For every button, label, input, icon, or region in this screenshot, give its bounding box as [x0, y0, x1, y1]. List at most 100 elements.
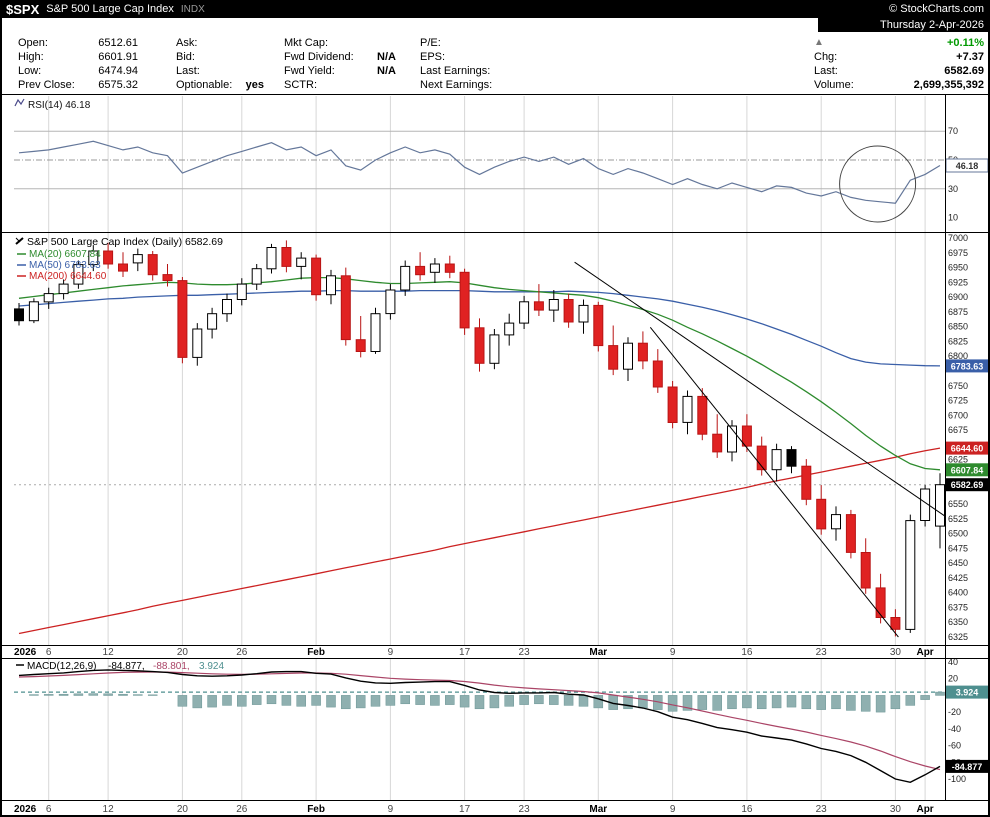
quote-label: Prev Close: — [18, 79, 75, 91]
macd-value-box — [946, 759, 988, 773]
macd-hist-bar — [326, 695, 336, 708]
quote-row: Optionable: yes — [176, 78, 264, 92]
price-axis-label: 6625 — [948, 455, 968, 465]
candle-body — [296, 257, 307, 267]
rsi-annotation-circle — [839, 145, 917, 223]
x-axis-top-strip: 2026 6 12 20 26 Feb 9 17 23 Mar 9 16 23 30 Apr — [14, 647, 934, 658]
copyright-link[interactable]: © StockCharts.com — [889, 3, 984, 15]
macd-hist-bar — [29, 694, 39, 696]
macd-hist-bar — [786, 695, 797, 708]
macd-hist-bar — [430, 695, 440, 706]
macd-hist-bar — [875, 695, 886, 713]
candle-body — [326, 275, 336, 296]
x-axis-label: 23 — [519, 804, 531, 815]
candle-body — [162, 274, 173, 282]
x-axis-label: 23 — [816, 647, 828, 658]
macd-hist-bar — [251, 695, 262, 705]
macd-hist-bar — [118, 693, 128, 696]
macd-hist-bar — [563, 695, 574, 706]
up-arrow-icon: ▲ — [814, 37, 824, 48]
quote-row: Bid: — [176, 50, 264, 64]
ma-legend-label: MA(50) 6783.63 — [29, 260, 101, 271]
candle-body — [459, 271, 470, 329]
tool-icon-part — [15, 237, 21, 243]
candle-body — [370, 313, 381, 352]
price-axis-label: 6925 — [948, 277, 968, 287]
macd-legend-signal: -88.801, — [153, 661, 190, 672]
macd-axis-label: 20 — [948, 674, 958, 684]
candle-body — [563, 299, 574, 323]
quote-column: Ask: Bid: Last: Optionable: yes — [176, 36, 264, 92]
price-axis-label: 6350 — [948, 617, 968, 627]
chart-background — [0, 95, 990, 817]
candle-body — [236, 283, 247, 301]
volume-row: Volume: 2,699,355,392 — [814, 78, 984, 92]
quote-row: P/E: — [420, 36, 546, 50]
macd-hist-bar — [400, 695, 410, 705]
quote-row: Low: 6474.94 — [18, 64, 138, 78]
candle-body — [593, 304, 604, 347]
x-axis-label: 2026 — [14, 647, 37, 658]
candle-body — [667, 386, 678, 423]
macd-hist-bar — [43, 694, 54, 696]
candle-body — [444, 263, 455, 273]
candle-body — [207, 313, 218, 330]
candle-body — [860, 552, 871, 589]
price-axis-label: 6375 — [948, 602, 968, 612]
x-axis-label: 30 — [890, 804, 902, 815]
price-axis-label: 6475 — [948, 543, 968, 553]
price-axis-label: 6400 — [948, 588, 968, 598]
macd-hist-bar — [311, 695, 321, 706]
macd-hist-bar — [237, 695, 247, 707]
candle-body — [845, 514, 856, 553]
macd-hist-bar — [222, 695, 232, 706]
macd-hist-bar — [667, 695, 678, 712]
candle-body — [73, 264, 84, 285]
quote-label: Low: — [18, 65, 42, 77]
macd-line — [18, 669, 941, 784]
macd-hist-bar — [890, 695, 901, 710]
x-axis-label: 20 — [177, 804, 189, 815]
quote-row: Ask: — [176, 36, 264, 50]
macd-panel: 40200-20-40-60-80-1003.924-84.877MACD(12… — [14, 657, 988, 784]
x-axis-label: Mar — [589, 647, 607, 658]
panel-separators — [0, 95, 990, 801]
macd-hist-bar — [73, 693, 84, 696]
candle-body — [920, 488, 931, 521]
macd-hist-bar — [860, 695, 871, 712]
candle-body — [400, 265, 411, 291]
macd-hist-bar — [133, 694, 143, 696]
candle-body — [28, 301, 39, 322]
symbol-name: S&P 500 Large Cap Index — [46, 3, 174, 15]
volume-value: 2,699,355,392 — [913, 79, 984, 91]
candle-body — [816, 498, 827, 530]
price-axis-label: 6750 — [948, 381, 968, 391]
rsi-value-text: 46.18 — [956, 161, 979, 171]
quote-row: Prev Close: 6575.32 — [18, 78, 138, 92]
macd-axis-label: -60 — [948, 741, 961, 751]
x-axis-label: 26 — [236, 804, 248, 815]
macd-hist-bar — [578, 695, 589, 707]
chart-title: S&P 500 Large Cap Index (Daily) 6582.69 — [27, 236, 223, 248]
candle-body — [578, 304, 589, 323]
price-axis-label: 6700 — [948, 410, 968, 420]
macd-signal-line — [18, 671, 941, 771]
macd-hist-bar — [935, 691, 945, 696]
rsi-icon — [14, 98, 25, 107]
quote-label: SCTR: — [284, 79, 317, 91]
macd-hist-bar — [266, 695, 277, 705]
x-axis-label: 23 — [816, 804, 828, 815]
macd-value-box — [946, 685, 988, 699]
macd-hist-bar — [504, 695, 514, 707]
candle-body — [43, 293, 54, 303]
macd-hist-bar — [147, 694, 158, 696]
macd-axis-label: -20 — [948, 707, 961, 717]
x-axis-label: 23 — [519, 647, 531, 658]
volume-label: Volume: — [814, 79, 854, 91]
chart-header: $SPX S&P 500 Large Cap Index INDX © Stoc… — [0, 0, 990, 18]
macd-hist-bar — [682, 695, 693, 711]
macd-value-text: 3.924 — [956, 688, 979, 698]
